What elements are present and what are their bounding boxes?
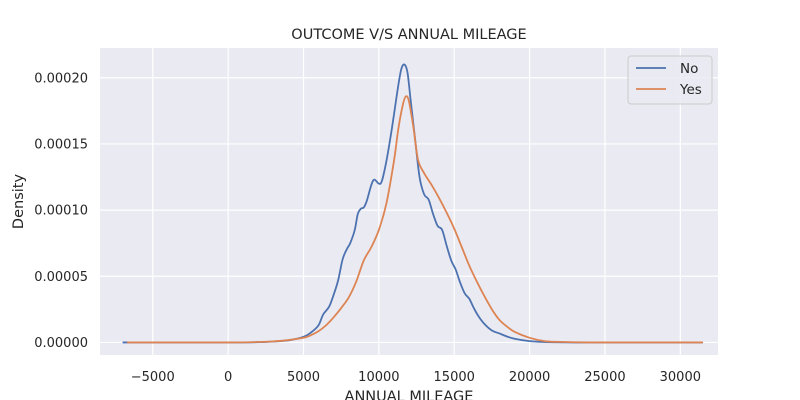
legend-label-yes: Yes bbox=[679, 82, 702, 98]
x-tick-label: 0 bbox=[224, 370, 232, 385]
plot-background bbox=[100, 48, 718, 355]
legend-label-no: No bbox=[680, 61, 698, 77]
y-tick-label: 0.00005 bbox=[34, 270, 88, 285]
series-line-yes bbox=[127, 95, 703, 344]
x-tick-label: 10000 bbox=[358, 370, 399, 385]
y-tick-label: 0.00000 bbox=[34, 336, 88, 351]
y-tick-label: 0.00015 bbox=[34, 137, 88, 152]
x-tick-label: 5000 bbox=[287, 370, 320, 385]
x-tick-label: −5000 bbox=[131, 370, 175, 385]
x-tick-label: 30000 bbox=[660, 370, 701, 385]
x-tick-label: 25000 bbox=[584, 370, 625, 385]
series-line-no bbox=[122, 63, 703, 344]
x-tick-label: 15000 bbox=[434, 370, 475, 385]
x-tick-label: 20000 bbox=[509, 370, 550, 385]
x-tick-labels: −5000 0 5000 10000 15000 20000 25000 30000 bbox=[131, 370, 701, 385]
legend: No Yes bbox=[627, 55, 713, 105]
y-tick-label: 0.00010 bbox=[34, 204, 88, 219]
y-tick-labels: 0.00000 0.00005 0.00010 0.00015 0.00020 bbox=[34, 71, 88, 351]
y-axis-label: Density bbox=[11, 174, 27, 230]
y-tick-label: 0.00020 bbox=[34, 71, 88, 86]
series-lines bbox=[122, 63, 703, 344]
x-axis-label: ANNUAL MILEAGE bbox=[345, 389, 474, 400]
chart-title: OUTCOME V/S ANNUAL MILEAGE bbox=[291, 27, 526, 43]
